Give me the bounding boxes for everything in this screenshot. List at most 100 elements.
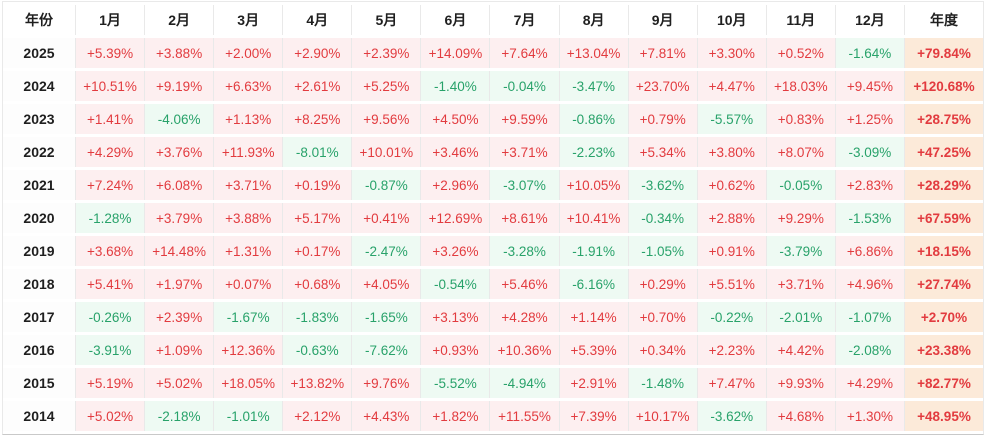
return-cell: +9.59% (489, 104, 559, 134)
return-cell: +4.29% (75, 137, 145, 167)
return-cell: +0.41% (351, 203, 421, 233)
return-cell: +5.02% (75, 401, 145, 431)
return-cell: +4.47% (696, 71, 766, 101)
column-header: 4月 (282, 5, 352, 35)
return-cell: +0.29% (627, 269, 697, 299)
return-cell: +3.76% (144, 137, 214, 167)
return-cell: +2.39% (144, 302, 214, 332)
return-cell: +2.61% (282, 71, 352, 101)
return-cell: -3.07% (489, 170, 559, 200)
table-row: 2016 -3.91% +1.09% +12.36% -0.63% -7.62% +0.93… (3, 335, 983, 365)
return-cell: -2.08% (834, 335, 904, 365)
return-cell: -0.54% (420, 269, 490, 299)
return-cell: +2.39% (351, 38, 421, 68)
return-cell: +5.41% (75, 269, 145, 299)
return-cell: +5.46% (489, 269, 559, 299)
return-cell: +12.36% (213, 335, 283, 365)
return-cell: +3.71% (213, 170, 283, 200)
return-cell: +14.48% (144, 236, 214, 266)
return-cell: -8.01% (282, 137, 352, 167)
table-row: 2021 +7.24% +6.08% +3.71% +0.19% -0.87% +2.96%… (3, 170, 983, 200)
table-row: 2017 -0.26% +2.39% -1.67% -1.83% -1.65% +3.13%… (3, 302, 983, 332)
return-cell: -1.07% (834, 302, 904, 332)
return-cell: -1.48% (627, 368, 697, 398)
return-cell: -0.87% (351, 170, 421, 200)
monthly-returns-table: 年份 1月 2月 3月 4月 5月 6月 7月 8月 9月 10月 11月 12月 年度 2025 +5.3… (3, 2, 983, 434)
return-cell: -0.04% (489, 71, 559, 101)
return-cell: +5.39% (558, 335, 628, 365)
return-cell: +2.00% (213, 38, 283, 68)
return-cell: +10.51% (75, 71, 145, 101)
return-cell: +0.93% (420, 335, 490, 365)
return-cell: +2.91% (558, 368, 628, 398)
return-cell: +0.91% (696, 236, 766, 266)
return-cell: -3.62% (696, 401, 766, 431)
return-cell: +9.45% (834, 71, 904, 101)
return-cell: -1.01% (213, 401, 283, 431)
return-cell: +2.96% (420, 170, 490, 200)
return-cell: +11.55% (489, 401, 559, 431)
year-cell: 2019 (3, 236, 75, 266)
year-cell: 2016 (3, 335, 75, 365)
return-cell: +3.71% (489, 137, 559, 167)
return-cell: -4.06% (144, 104, 214, 134)
return-cell: +2.23% (696, 335, 766, 365)
return-cell: +2.12% (282, 401, 352, 431)
return-cell: -5.57% (696, 104, 766, 134)
return-cell: +18.03% (765, 71, 835, 101)
return-cell: +0.68% (282, 269, 352, 299)
table-row: 2022 +4.29% +3.76% +11.93% -8.01% +10.01% +3.4… (3, 137, 983, 167)
return-cell: +2.88% (696, 203, 766, 233)
return-cell: -0.26% (75, 302, 145, 332)
year-cell: 2015 (3, 368, 75, 398)
return-cell: -0.86% (558, 104, 628, 134)
return-cell: -1.65% (351, 302, 421, 332)
annual-return-cell: +18.15% (904, 236, 983, 266)
return-cell: +4.43% (351, 401, 421, 431)
return-cell: +0.19% (282, 170, 352, 200)
return-cell: +1.25% (834, 104, 904, 134)
year-cell: 2018 (3, 269, 75, 299)
return-cell: +13.04% (558, 38, 628, 68)
return-cell: +6.63% (213, 71, 283, 101)
table-row: 2020 -1.28% +3.79% +3.88% +5.17% +0.41% +12.69… (3, 203, 983, 233)
return-cell: -0.63% (282, 335, 352, 365)
year-cell: 2014 (3, 401, 75, 431)
annual-return-cell: +120.68% (904, 71, 983, 101)
return-cell: +0.07% (213, 269, 283, 299)
return-cell: +10.36% (489, 335, 559, 365)
return-cell: -3.09% (834, 137, 904, 167)
return-cell: -3.91% (75, 335, 145, 365)
table-row: 2025 +5.39% +3.88% +2.00% +2.90% +2.39% +14.09… (3, 38, 983, 68)
return-cell: +5.17% (282, 203, 352, 233)
return-cell: -0.05% (765, 170, 835, 200)
return-cell: +0.62% (696, 170, 766, 200)
column-header: 3月 (213, 5, 283, 35)
return-cell: +4.68% (765, 401, 835, 431)
return-cell: +4.29% (834, 368, 904, 398)
return-cell: +10.05% (558, 170, 628, 200)
return-cell: +3.88% (144, 38, 214, 68)
return-cell: +10.41% (558, 203, 628, 233)
return-cell: +0.52% (765, 38, 835, 68)
return-cell: -3.47% (558, 71, 628, 101)
return-cell: -1.64% (834, 38, 904, 68)
column-header: 年度 (904, 5, 983, 35)
return-cell: +3.13% (420, 302, 490, 332)
column-header: 2月 (144, 5, 214, 35)
return-cell: +3.71% (765, 269, 835, 299)
table-row: 2014 +5.02% -2.18% -1.01% +2.12% +4.43% +1.82%… (3, 401, 983, 431)
return-cell: -1.53% (834, 203, 904, 233)
column-header: 7月 (489, 5, 559, 35)
return-cell: +3.30% (696, 38, 766, 68)
column-header: 9月 (627, 5, 697, 35)
return-cell: +4.42% (765, 335, 835, 365)
return-cell: +1.41% (75, 104, 145, 134)
return-cell: +5.25% (351, 71, 421, 101)
return-cell: +1.97% (144, 269, 214, 299)
table-header: 年份 1月 2月 3月 4月 5月 6月 7月 8月 9月 10月 11月 12月 年度 (3, 5, 983, 35)
return-cell: +0.79% (627, 104, 697, 134)
table-body: 2025 +5.39% +3.88% +2.00% +2.90% +2.39% +14.09… (3, 38, 983, 431)
column-header: 年份 (3, 5, 75, 35)
annual-return-cell: +47.25% (904, 137, 983, 167)
